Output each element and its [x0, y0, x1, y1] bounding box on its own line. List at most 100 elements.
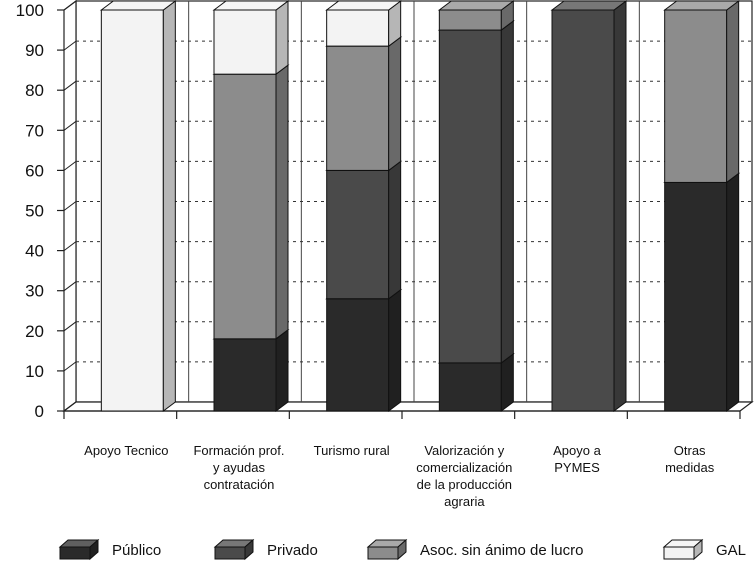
bar-front [213, 73, 277, 340]
bar-side [726, 0, 740, 184]
bar-segment-3 [212, 0, 290, 76]
y-tick-slant [63, 401, 77, 412]
x-category-label-line: agraria [444, 494, 485, 509]
bar-front [551, 9, 615, 412]
bar-segment-3 [99, 0, 177, 412]
legend-swatch-front [59, 546, 91, 560]
bar-side [500, 352, 514, 413]
y-tick-slant [63, 361, 77, 372]
x-axis-labels: Apoyo Tecnico Formación prof. y ayudas cont… [84, 443, 715, 509]
y-tick-slant [63, 0, 77, 11]
bar-front [213, 338, 277, 412]
bar-segment-0 [663, 172, 741, 412]
bar-side [388, 36, 402, 172]
bar-front [326, 9, 390, 47]
bar-top [437, 0, 515, 11]
legend-label: Público [112, 542, 161, 559]
bar-side [500, 20, 514, 364]
x-category-label: Apoyo a PYMES [553, 443, 601, 475]
bar-segment-2 [663, 0, 741, 184]
legend-swatch-side [693, 538, 703, 561]
y-tick-slant [63, 321, 77, 332]
legend-label: Asoc. sin ánimo de lucro [420, 542, 583, 559]
bar-segment-0 [212, 328, 290, 412]
bar-segment-2 [325, 36, 403, 172]
x-category-label-line: Otras [674, 443, 706, 458]
bar-top [212, 0, 290, 11]
y-tick-label: 60 [25, 161, 44, 180]
bar-front [438, 29, 502, 364]
y-tick-label: 50 [25, 202, 44, 221]
legend-label: Privado [267, 542, 318, 559]
bar-top [663, 0, 741, 11]
x-category-label-line: Apoyo a [553, 443, 601, 458]
legend-swatch-front [367, 546, 399, 560]
y-tick-slant [63, 160, 77, 171]
bar-side [726, 172, 740, 412]
bar-side [162, 0, 176, 412]
legend-item-2: Asoc. sin ánimo de lucro [366, 538, 583, 561]
bar-side [275, 64, 289, 340]
y-tick-slant [63, 201, 77, 211]
y-tick-slant [63, 241, 77, 252]
bar-front [213, 9, 277, 75]
bar-segment-1 [550, 0, 628, 412]
x-category-label-line: Valorización y [424, 443, 504, 458]
bar-side [275, 328, 289, 412]
bar-segment-1 [437, 20, 515, 364]
x-category-label: Turismo rural [314, 443, 390, 458]
legend-swatch-front [663, 546, 695, 560]
bar-top [99, 0, 177, 11]
x-category-label: Formación prof. y ayudas contratación [193, 443, 284, 492]
legend-item-3: GAL [662, 538, 746, 561]
bar-side [275, 0, 289, 76]
x-category-label: Valorización y comercialización de la prod… [416, 443, 512, 509]
bar-front [326, 169, 390, 300]
bar-front [326, 298, 390, 412]
y-tick-label: 80 [25, 81, 44, 100]
legend-label: GAL [716, 542, 746, 559]
y-tick-label: 10 [25, 362, 44, 381]
y-tick-slant [63, 120, 77, 131]
y-tick-label: 70 [25, 121, 44, 140]
legend-item-1: Privado [213, 538, 318, 561]
gridlines [76, 1, 752, 402]
bar-top [550, 0, 628, 11]
legend-item-0: Público [58, 538, 161, 561]
legend-swatch-side [244, 538, 254, 561]
x-category-label: Otras medidas [665, 443, 715, 475]
bar-side [388, 160, 402, 300]
legend-swatch-front [214, 546, 246, 560]
bar-front [438, 362, 502, 412]
x-category-label-line: de la producción [417, 477, 512, 492]
x-category-label-line: y ayudas [213, 460, 266, 475]
bar-front [326, 45, 390, 171]
y-tick-label: 30 [25, 282, 44, 301]
bar-top [325, 0, 403, 11]
y-tick-label: 100 [16, 1, 44, 20]
y-axis: 0 10 20 30 40 50 60 70 80 90 100 [16, 0, 741, 421]
bar-front [100, 9, 164, 412]
bar-segment-2 [212, 64, 290, 340]
x-category-label: Apoyo Tecnico [84, 443, 168, 458]
x-category-label-line: Apoyo Tecnico [84, 443, 168, 458]
x-category-label-line: PYMES [554, 460, 600, 475]
y-tick-slant [63, 40, 77, 51]
x-category-label-line: contratación [204, 477, 275, 492]
bar-side [388, 288, 402, 412]
bar-segment-1 [325, 160, 403, 300]
legend-swatch-side [397, 538, 407, 561]
x-category-label-line: medidas [665, 460, 715, 475]
y-tick-label: 20 [25, 322, 44, 341]
bars [99, 0, 741, 413]
bar-side [613, 0, 627, 412]
x-category-label-line: Turismo rural [314, 443, 390, 458]
bar-segment-3 [325, 0, 403, 48]
y-tick-slant [63, 281, 77, 292]
legend-swatch-side [89, 538, 99, 561]
bar-front [664, 181, 728, 412]
bar-segment-0 [325, 288, 403, 412]
bar-front [438, 9, 502, 31]
